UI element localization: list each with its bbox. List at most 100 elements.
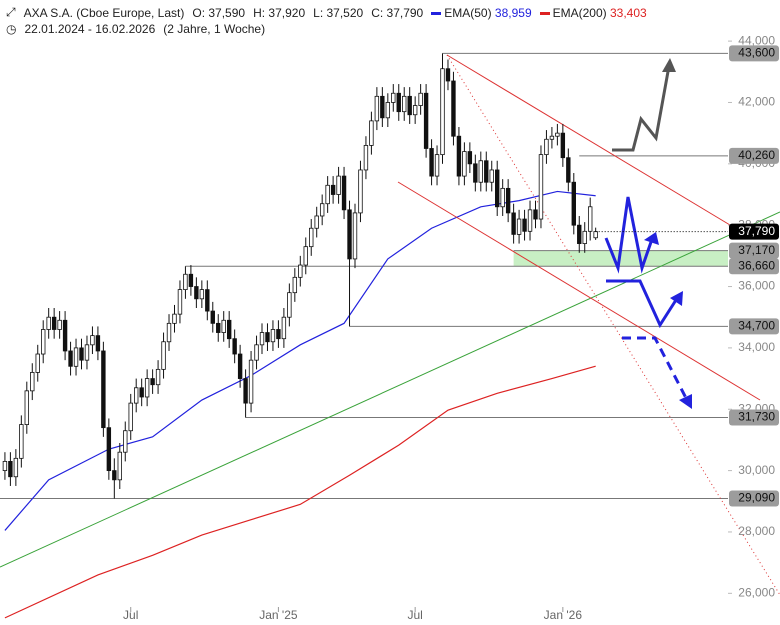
x-tick-label: Jan '25: [259, 608, 298, 622]
plot: [0, 52, 728, 619]
arrowhead: [679, 394, 692, 409]
ema-line: [4, 190, 596, 531]
candle-body: [205, 289, 210, 312]
x-tick-label: Jan '26: [544, 608, 583, 622]
candle-body: [133, 387, 139, 404]
candle-body: [314, 215, 319, 229]
period: 22.01.2024 - 16.02.2026: [24, 22, 156, 36]
interval: (2 Jahre, 1 Woche): [163, 22, 266, 36]
scenario-arrow: [604, 196, 653, 274]
level-badge: [729, 318, 779, 335]
candle-body: [445, 68, 451, 82]
candle-body: [330, 184, 336, 195]
x-tick-label: Jul: [407, 608, 422, 622]
candle-body: [473, 163, 478, 183]
legend-value: 33,403: [610, 5, 647, 20]
legend-label: EMA(200): [552, 5, 607, 20]
candle-body: [46, 316, 51, 330]
candle-body: [484, 160, 489, 183]
stat: O: 37,590: [192, 5, 246, 20]
candle-body: [489, 169, 494, 183]
candle-body: [566, 157, 571, 183]
candle-body: [292, 276, 298, 294]
candle-body: [412, 105, 418, 116]
last-price-badge: [729, 223, 779, 240]
candle-body: [423, 92, 429, 149]
candle-body: [429, 148, 434, 177]
candle-body: [101, 350, 106, 429]
candle-body: [194, 286, 199, 300]
candle-body: [587, 206, 593, 232]
candle-body: [128, 402, 133, 432]
candle-body: [276, 329, 281, 340]
scenario-arrow: [612, 65, 671, 152]
candle-body: [352, 212, 358, 260]
header-period: ◷ 22.01.2024 - 16.02.2026 (2 Jahre, 1 Wo…: [6, 22, 265, 36]
candle-body: [500, 187, 505, 208]
candle-body: [467, 151, 473, 165]
level-badge: [729, 490, 779, 507]
clock-icon: ◷: [6, 22, 17, 36]
candle-body: [325, 184, 330, 205]
candle-body: [391, 92, 396, 103]
y-tick-label: 26,000: [738, 585, 775, 599]
candle-body: [593, 231, 598, 239]
candle-body: [478, 160, 483, 183]
trend-line: [0, 211, 780, 568]
level-label: 31,730: [738, 410, 775, 424]
candle-body: [358, 169, 363, 214]
candle-body: [287, 292, 292, 318]
y-tick-label: 30,000: [738, 463, 775, 477]
candle-body: [79, 347, 84, 361]
candle-body: [363, 145, 369, 171]
header: ⤢ AXA S.A. (Cboe Europe, Last) O: 37,590…: [6, 5, 647, 20]
level-label: 34,700: [738, 319, 775, 333]
candle-body: [68, 350, 73, 367]
candle-body: [582, 230, 587, 244]
level-badge: [729, 242, 779, 259]
candle-body: [13, 457, 19, 478]
candle-body: [199, 289, 205, 300]
candle-body: [2, 461, 8, 472]
x-tick-label: Jul: [123, 608, 138, 622]
legend-label: EMA(50): [444, 5, 492, 20]
candle-body: [188, 273, 194, 287]
y-tick-label: 42,000: [738, 95, 775, 109]
candle-body: [577, 224, 582, 244]
legend-value: 38,959: [494, 5, 532, 20]
legend-entry: EMA(200) 33,403: [539, 5, 647, 20]
candle-body: [144, 378, 150, 398]
candle-body: [265, 332, 270, 343]
candle-body: [19, 424, 24, 459]
level-badge: [729, 258, 779, 275]
candle-body: [161, 341, 166, 370]
candle-body: [95, 335, 101, 352]
candle-body: [533, 209, 538, 220]
candle-body: [319, 203, 325, 217]
candle-body: [155, 368, 161, 386]
candle-body: [374, 95, 380, 122]
candle-body: [90, 335, 95, 346]
level-badge: [729, 409, 779, 426]
y-tick-label: 44,000: [738, 33, 775, 47]
arrowhead: [644, 232, 659, 245]
candle-body: [462, 151, 467, 177]
candle-body: [84, 344, 90, 361]
level-label: 40,260: [738, 148, 775, 162]
candle-body: [549, 135, 555, 140]
candle-body: [402, 95, 407, 113]
legend-swatch: [431, 11, 442, 15]
candle-body: [505, 187, 511, 214]
candle-body: [303, 246, 308, 266]
candle-body: [309, 227, 314, 248]
stat: H: 37,920: [253, 5, 306, 20]
candle-body: [117, 451, 122, 481]
candle-body: [237, 353, 243, 379]
candle-body: [172, 313, 177, 324]
candle-body: [226, 319, 232, 340]
ema-line: [4, 365, 596, 619]
candle-body: [139, 387, 144, 398]
candle-body: [511, 212, 516, 235]
candle-body: [456, 135, 462, 177]
candle-body: [516, 218, 522, 235]
